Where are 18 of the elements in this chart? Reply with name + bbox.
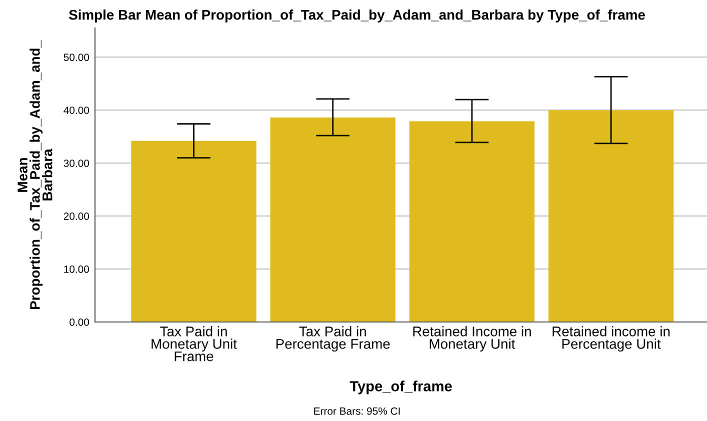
x-axis-title: Type_of_frame — [350, 380, 452, 394]
text: Error Bars: 95% CI — [314, 407, 400, 415]
x-tick-label: Retained Income in Monetary Unit — [413, 326, 531, 352]
y-tick-label: 30.00 — [64, 160, 90, 167]
bar — [131, 140, 256, 322]
chart-title: Simple Bar Mean of Proportion_of_Tax_Paid_by_Adam_and_Barbara by Type_of_frame — [69, 10, 645, 22]
y-tick-label: 10.00 — [64, 266, 90, 273]
x-tick-label: Retained income in Percentage Unit — [552, 326, 670, 352]
y-axis-title: Mean Proportion_of_Tax_Paid_by_Adam_and_ Barbara — [18, 40, 52, 310]
x-tick-label: Tax Paid in Monetary Unit Frame — [152, 326, 237, 362]
bar — [270, 118, 396, 322]
y-tick-label: 20.00 — [64, 212, 90, 220]
y-tick-label: 40.00 — [64, 106, 90, 114]
y-tick-label: 50.00 — [64, 54, 90, 62]
bar — [548, 110, 674, 322]
y-tick-label: 0.00 — [70, 318, 90, 326]
bar — [409, 121, 535, 322]
x-tick-label: Tax Paid in Percentage Frame — [276, 326, 390, 352]
